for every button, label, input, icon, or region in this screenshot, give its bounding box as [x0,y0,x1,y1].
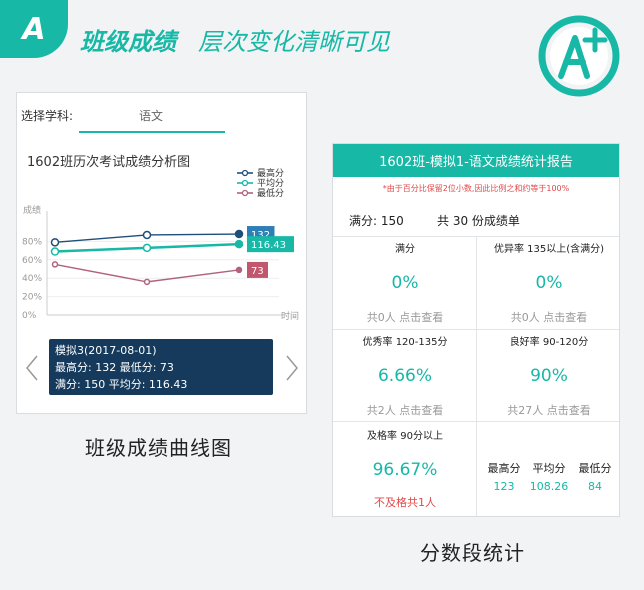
stat-percent: 90% [530,366,568,386]
tooltip-high-low: 最高分: 132 最低分: 73 [55,361,174,374]
data-point [50,238,60,247]
data-point [143,278,151,286]
stat-cell-excellent: 优秀率 120-135分 6.66% 共2人 点击查看 [333,333,477,418]
fail-count-link[interactable]: 不及格共1人 [374,496,436,509]
data-point [235,266,243,274]
min-score-value: 84 [588,480,602,493]
tooltip-exam-name: 模拟3(2017-08-01) [55,344,157,357]
legend-marker [241,169,249,177]
subject-underline [79,131,225,133]
full-score-text: 满分: 150 [349,214,404,228]
data-point [234,239,244,249]
subject-dropdown[interactable]: 语文 [139,109,164,123]
stat-cell-excellent-plus: 优异率 135以上(含满分) 0% 共0人 点击查看 [477,240,621,325]
subject-selector[interactable]: 选择学科: 语文 [21,103,303,133]
stat-cell-pass: 及格率 90分以上 96.67% [333,427,477,480]
y-tick-label: 20% [22,293,42,303]
max-score-label: 最高分 [487,462,521,475]
data-point [51,261,59,268]
avg-score-value: 108.26 [529,480,569,493]
sheet-count-text: 共 30 份成绩单 [437,214,520,228]
curve-caption: 班级成绩曲线图 [85,436,232,460]
legend-marker [241,189,249,197]
y-axis-label: 成绩 [23,204,41,216]
stat-percent: 0% [391,273,419,293]
next-exam-arrow-icon[interactable] [285,355,299,381]
stat-cell-full: 满分 0% 共0人 点击查看 [333,240,477,325]
data-point [234,229,244,239]
report-note: *由于百分比保留2位小数,因此比例之和约等于100% [382,184,570,193]
stat-percent: 96.67% [372,460,438,480]
stat-title: 良好率 90-120分 [509,337,589,348]
stat-cell-good: 良好率 90-120分 90% 共27人 点击查看 [477,333,621,418]
stat-title: 满分 [395,244,415,255]
data-point [142,243,152,253]
prev-exam-arrow-icon[interactable] [25,355,39,381]
view-detail-link[interactable]: 共27人 点击查看 [507,404,591,417]
divider [476,236,477,516]
y-tick-label: 60% [22,256,42,266]
chart-title: 1602班历次考试成绩分析图 [27,155,191,170]
legend-label: 最高分 [257,167,284,179]
x-axis-label: 时间 [281,310,299,322]
y-tick-label: 0% [22,311,37,321]
legend-label: 平均分 [257,177,284,189]
page-headline: 班级成绩 层次变化清晰可见 [80,22,390,57]
subject-label: 选择学科: [21,109,74,123]
stat-title: 及格率 90分以上 [367,431,443,442]
y-tick-label: 80% [22,237,42,247]
tooltip-full-avg: 满分: 150 平均分: 116.43 [55,378,188,391]
data-label: 132 [251,230,270,241]
data-label: 73 [251,266,264,277]
legend-marker [241,179,249,187]
avg-score-label: 平均分 [532,462,566,475]
page-subtitle: 层次变化清晰可见 [198,28,390,56]
stat-title: 优异率 135以上(含满分) [493,244,605,255]
stat-percent: 0% [535,273,563,293]
data-label-box [247,261,268,278]
stat-percent: 6.66% [377,366,432,386]
a-plus-logo-icon [538,15,620,97]
section-badge: A [0,0,68,58]
stat-title: 优秀率 120-135分 [362,337,448,348]
data-label: 116.43 [251,240,286,251]
score-curve-card: 选择学科: 语文 1602班历次考试成绩分析图 成绩 0% 20% 40% 60% 80%… [16,92,307,414]
view-detail-link[interactable]: 共2人 点击查看 [366,404,444,417]
data-point [50,247,60,256]
y-tick-label: 40% [22,274,42,284]
score-report-card: 1602班-模拟1-语文成绩统计报告 *由于百分比保留2位小数,因此比例之和约等… [332,143,620,517]
view-detail-link[interactable]: 共0人 点击查看 [510,311,588,324]
legend-label: 最低分 [257,187,284,199]
view-detail-link[interactable]: 共0人 点击查看 [366,311,444,324]
band-caption: 分数段统计 [420,541,525,565]
max-score-value: 123 [493,480,515,493]
data-label-box [247,236,294,253]
min-score-label: 最低分 [578,462,612,475]
report-header: 1602班-模拟1-语文成绩统计报告 [333,144,619,177]
page-title: 班级成绩 [80,28,176,56]
exam-tooltip: 模拟3(2017-08-01) 最高分: 132 最低分: 73 满分: 150… [49,339,273,395]
data-point [142,230,152,240]
